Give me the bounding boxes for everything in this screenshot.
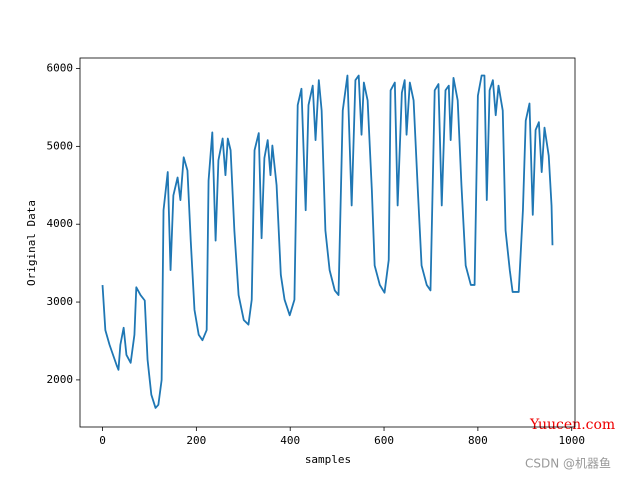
- x-tick-label: 200: [186, 434, 206, 447]
- x-tick-label: 600: [374, 434, 394, 447]
- x-tick-label: 800: [468, 434, 488, 447]
- data-line: [101, 74, 554, 409]
- y-tick-label: 5000: [47, 139, 74, 152]
- y-tick-label: 4000: [47, 217, 74, 230]
- plot-frame: [79, 57, 576, 428]
- watermark: CSDN @机器鱼: [525, 457, 611, 471]
- watermark: Yuucen.com: [529, 417, 615, 433]
- y-tick-label: 2000: [47, 373, 74, 386]
- x-axis-label: samples: [305, 453, 351, 466]
- x-tick-label: 1000: [558, 434, 585, 447]
- y-tick-label: 6000: [47, 62, 74, 75]
- y-tick-label: 3000: [47, 295, 74, 308]
- x-tick-label: 0: [99, 434, 106, 447]
- x-tick-label: 400: [280, 434, 300, 447]
- y-axis-label: Original Data: [25, 200, 38, 286]
